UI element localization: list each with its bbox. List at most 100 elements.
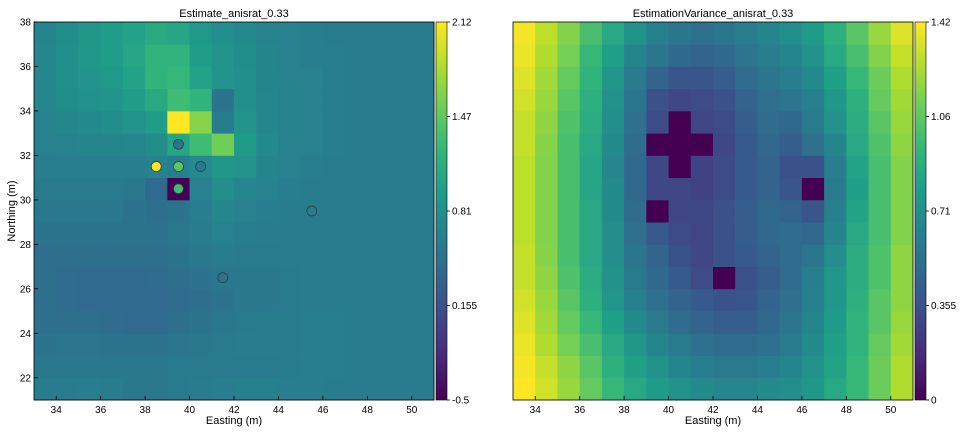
estimate-cell [78,133,102,156]
variance-cell [668,133,692,156]
variance-x-tick-label: 44 [752,405,764,416]
variance-cell [713,266,736,290]
variance-cell [735,355,758,379]
variance-cell [690,177,714,201]
estimate-cell [322,133,346,156]
variance-cell [668,288,692,312]
estimate-y-tick-label: 24 [20,329,32,340]
variance-cell [890,199,914,223]
variance-cell [735,110,758,134]
variance-cell [601,288,625,312]
estimate-cell [211,288,235,312]
estimate-cell [345,133,368,156]
estimate-cell [345,355,368,379]
estimate-cell [300,333,324,356]
estimate-y-tick-label: 26 [20,284,32,295]
variance-cell [690,333,714,356]
estimate-cell [411,333,435,356]
variance-cell [713,177,736,201]
variance-cell [824,66,847,90]
estimate-title: Estimate_anisrat_0.33 [179,8,288,20]
variance-cell [646,355,669,379]
variance-cell [801,177,825,201]
variance-cell [824,155,847,179]
estimate-cell [234,244,257,267]
estimate-cell [34,177,57,201]
variance-cell [535,177,558,201]
variance-cell [779,22,803,45]
estimate-cell [389,377,413,401]
variance-cell [890,88,914,112]
variance-cell [601,22,625,45]
estimate-cell [78,199,102,223]
estimate-cell [278,222,302,245]
variance-cell [868,177,892,201]
estimate-cell [278,355,302,379]
variance-cell [624,44,647,67]
estimate-cell [78,311,102,334]
estimate-cell [411,266,435,290]
estimate-cell [300,222,324,245]
variance-cell [890,110,914,134]
variance-cell [579,377,603,401]
variance-cell [735,222,758,245]
variance-cell [557,199,581,223]
variance-cell [890,333,914,356]
variance-colorbar-tick-label: 1.06 [931,112,951,123]
variance-cell [668,377,692,401]
variance-cell [890,22,914,45]
estimate-cell [145,244,168,267]
estimate-cell [167,355,190,379]
variance-cell [779,222,803,245]
variance-cell [735,133,758,156]
estimate-cell [145,177,168,201]
estimate-cell [189,266,213,290]
estimate-cell [234,177,257,201]
estimate-cell [122,66,146,90]
estimate-cell [56,288,79,312]
estimate-cell [34,199,57,223]
variance-cell [624,266,647,290]
variance-cell [579,66,603,90]
variance-cell [513,244,536,267]
estimate-cell [234,22,257,45]
variance-cell [579,288,603,312]
variance-cell [646,266,669,290]
variance-cell [624,333,647,356]
variance-colorbar-ticks: 1.42 1.06 0.71 0.355 0 [926,18,956,407]
variance-cell [757,177,781,201]
estimate-cell [411,66,435,90]
estimate-cell [234,288,257,312]
estimate-cell [367,44,390,67]
estimate-cell [145,44,168,67]
estimate-cell [234,133,257,156]
estimate-cell [278,44,302,67]
estimate-cell [411,311,435,334]
variance-cell [801,266,825,290]
estimate-cell [322,199,346,223]
variance-cell [668,177,692,201]
estimate-cell [56,133,79,156]
estimate-cell [100,199,124,223]
variance-cell [601,110,625,134]
variance-cell [601,155,625,179]
estimate-x-axis: 34 36 38 40 42 44 46 48 50 [51,396,418,416]
estimate-cell [256,377,279,401]
variance-cell [868,199,892,223]
estimate-cell [234,266,257,290]
estimate-y-label: Northing (m) [6,180,18,241]
estimate-sample-marker [173,161,184,172]
variance-cell [713,333,736,356]
variance-cell [668,266,692,290]
estimate-cell [78,177,102,201]
estimate-cell [122,244,146,267]
estimate-cell [189,355,213,379]
estimate-cell [256,288,279,312]
variance-cell [535,44,558,67]
estimate-cell [100,311,124,334]
estimate-cell [256,222,279,245]
variance-colorbar-tick-label: 0.71 [931,207,951,218]
variance-cell [801,155,825,179]
estimate-cell [300,377,324,401]
estimate-cell [34,288,57,312]
